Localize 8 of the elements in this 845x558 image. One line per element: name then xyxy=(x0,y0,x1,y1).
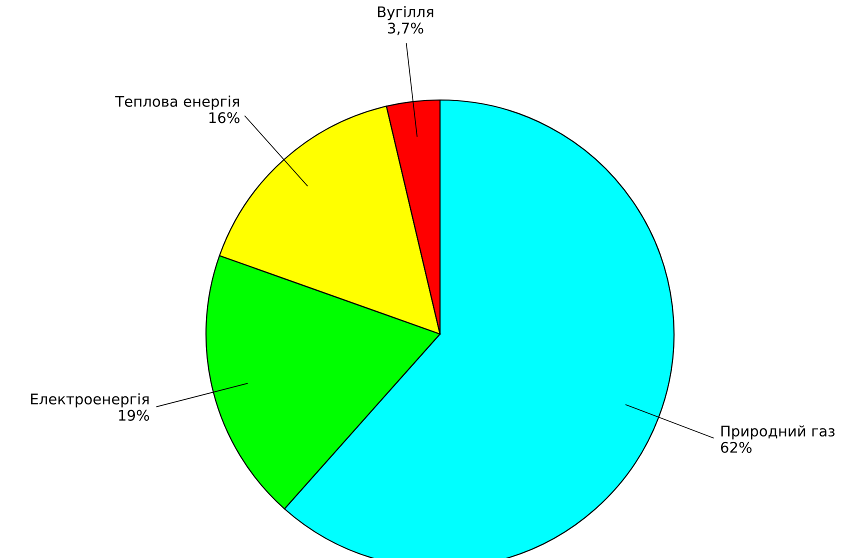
slice-label: Електроенергія xyxy=(31,393,149,408)
slice-label: Теплова енергія xyxy=(115,96,240,110)
slice-label: Природний газ xyxy=(721,425,835,440)
data-label: 3,7% xyxy=(388,22,424,36)
slice-label: Вугілля xyxy=(378,6,434,20)
data-label: 62% xyxy=(720,442,752,453)
data-label: 19% xyxy=(119,410,150,421)
data-label: 16% xyxy=(209,112,240,124)
